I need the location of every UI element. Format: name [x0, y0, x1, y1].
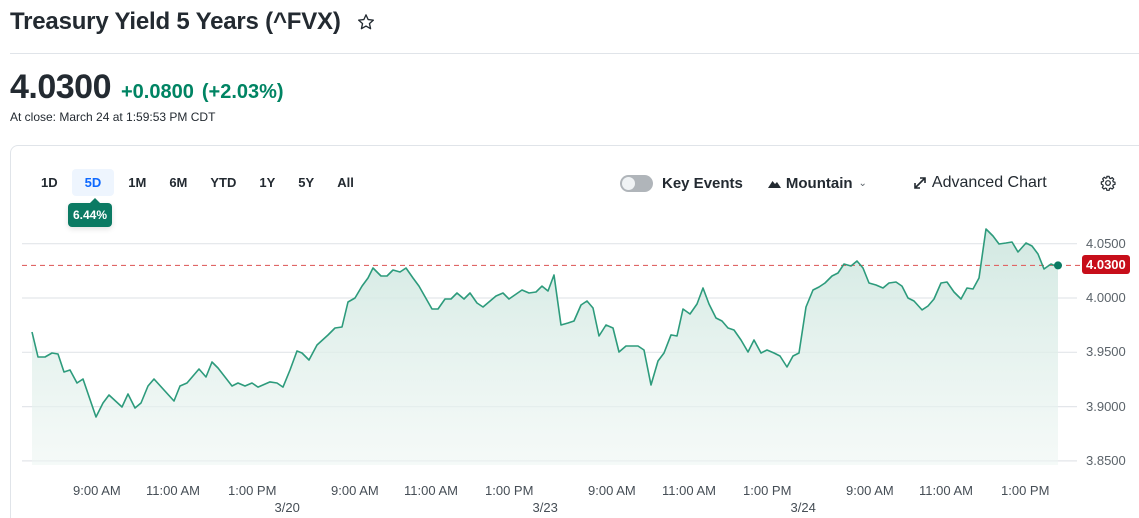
gear-icon[interactable] [1100, 175, 1116, 191]
x-axis-tick: 9:00 AM [73, 483, 121, 498]
key-events-label[interactable]: Key Events [662, 174, 743, 192]
x-axis-tick: 1:00 PM [743, 483, 792, 498]
x-axis-tick: 9:00 AM [331, 483, 379, 498]
x-axis-tick: 9:00 AM [846, 483, 894, 498]
current-price-tag: 4.0300 [1082, 255, 1130, 274]
toggle-knob [622, 176, 635, 190]
header-divider [10, 53, 1139, 54]
range-6m[interactable]: 6M [169, 175, 188, 190]
page-title: Treasury Yield 5 Years (^FVX) [10, 8, 341, 35]
x-axis-tick: 11:00 AM [146, 483, 200, 498]
range-1d[interactable]: 1D [41, 175, 58, 190]
chart-type-label: Mountain [785, 174, 853, 192]
y-axis-tick: 4.0000 [1086, 290, 1126, 305]
price-change-percent: (+2.03%) [201, 81, 284, 103]
last-price-dot [1054, 261, 1062, 270]
range-ytd[interactable]: YTD [210, 175, 237, 190]
star-outline-icon[interactable] [357, 13, 375, 31]
x-axis-tick: 1:00 PM [1001, 483, 1050, 498]
advanced-chart-label: Advanced Chart [931, 174, 1047, 191]
x-axis-tick: 1:00 PM [228, 483, 277, 498]
range-5d[interactable]: 5D [71, 169, 115, 196]
x-axis-date: 3/20 [274, 500, 300, 515]
x-axis-tick: 9:00 AM [588, 483, 636, 498]
range-1m[interactable]: 1M [128, 175, 147, 190]
x-axis-tick: 11:00 AM [662, 483, 716, 498]
mountain-icon [767, 180, 781, 188]
x-axis-tick: 1:00 PM [485, 483, 534, 498]
range-change-tooltip: 6.44% [68, 198, 113, 227]
quote-summary: 4.0300 +0.0800 (+2.03%) [10, 68, 284, 107]
expand-diagonal-icon [914, 177, 926, 189]
range-1y[interactable]: 1Y [259, 175, 276, 190]
chart-area-fill [32, 229, 1058, 465]
quote-header: Treasury Yield 5 Years (^FVX) [10, 8, 375, 36]
y-axis-tick: 4.0500 [1086, 235, 1126, 251]
x-axis-tick: 11:00 AM [919, 483, 973, 498]
x-axis-tick: 11:00 AM [404, 483, 458, 498]
current-price: 4.0300 [10, 68, 112, 106]
chart-card [10, 145, 1139, 518]
chart-price-line [31, 228, 1059, 418]
chevron-down-icon: ⌄ [858, 177, 867, 189]
chart-type-dropdown[interactable]: Mountain ⌄ [767, 174, 867, 192]
y-axis-tick: 3.8500 [1086, 452, 1126, 468]
market-close-time: At close: March 24 at 1:59:53 PM CDT [10, 110, 216, 124]
x-axis-date: 3/23 [532, 500, 558, 515]
x-axis-date: 3/24 [790, 500, 816, 515]
advanced-chart-button[interactable]: Advanced Chart [913, 174, 1047, 192]
key-events-toggle[interactable] [620, 174, 653, 192]
y-axis-tick: 3.9500 [1086, 344, 1126, 360]
range-all[interactable]: All [337, 175, 354, 190]
range-5y[interactable]: 5Y [298, 175, 315, 190]
range-selector: 1D 5D 1M 6M YTD 1Y 5Y All [32, 169, 368, 196]
price-change: +0.0800 [121, 81, 194, 103]
y-axis-tick: 3.9000 [1086, 398, 1126, 414]
chart-controls: Key Events Mountain ⌄ Advanced Chart [620, 172, 1047, 194]
